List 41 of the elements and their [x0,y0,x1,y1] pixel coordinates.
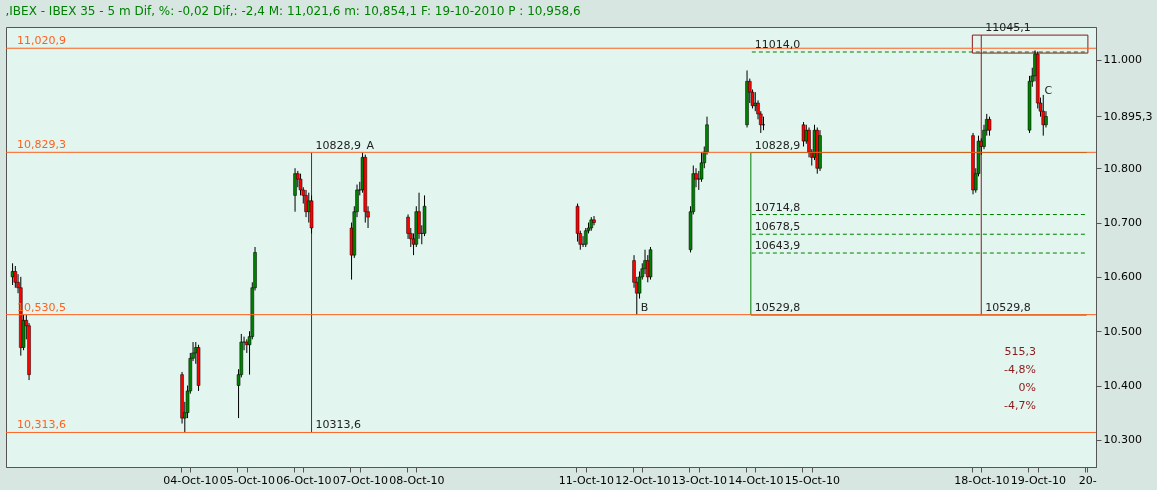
annotation: 10828,9 [315,138,362,152]
x-tick-label: 06-Oct-10 [276,473,332,487]
annotation: 10678,5 [754,220,801,234]
annotation: 0% [1018,381,1036,394]
y-tick-label: 10.895,3 [1103,109,1153,123]
annotation: A [366,138,375,152]
y-tick-label: 10.700 [1103,216,1142,230]
ref-line-label: 11,020,9 [17,34,66,48]
annotation: 10828,9 [754,138,801,152]
annotation: B [640,301,649,315]
x-tick-label: 15-Oct-10 [784,473,840,487]
annotation: 10529,8 [985,301,1031,315]
x-tick-label: 20- [1078,473,1097,487]
annotation: 10529,8 [754,301,801,315]
y-tick-label: 10.300 [1103,433,1142,447]
annotation: -4,8% [1004,363,1036,376]
annotation: 10643,9 [754,239,801,253]
x-tick-label: 07-Oct-10 [332,473,388,487]
x-tick-label: 19-Oct-10 [1010,473,1066,487]
x-tick-label: 18-Oct-10 [954,473,1010,487]
annotation: 515,3 [1004,345,1036,358]
chart-title: ,IBEX - IBEX 35 - 5 m Dif, %: -0,02 Dif,: -2,4 M: 11,021,6 m: 10,854,1 F: 19-10-2010 P : 10,958,6 [5,4,581,19]
x-tick-label: 04-Oct-10 [163,473,219,487]
y-tick-label: 11.000 [1103,53,1142,67]
ref-line-label: 10,829,3 [17,138,66,152]
x-tick-label: 05-Oct-10 [219,473,275,487]
x-tick-label: 14-Oct-10 [728,473,784,487]
annotation: 11014,0 [754,37,801,51]
x-tick-label: 13-Oct-10 [671,473,727,487]
x-tick-label: 08-Oct-10 [389,473,445,487]
annotation: 10714,8 [754,200,801,214]
y-tick-label: 10.600 [1103,270,1142,284]
x-tick-label: 11-Oct-10 [558,473,614,487]
x-tick-label: 12-Oct-10 [615,473,671,487]
annotation: C [1044,83,1053,97]
y-tick-label: 10.800 [1103,161,1142,175]
ref-line-label: 10,313,6 [17,418,66,432]
y-tick-label: 10.500 [1103,324,1142,338]
annotation: -4,7% [1004,399,1036,412]
annotation: 10313,6 [315,418,362,432]
y-tick-label: 10.400 [1103,379,1142,393]
